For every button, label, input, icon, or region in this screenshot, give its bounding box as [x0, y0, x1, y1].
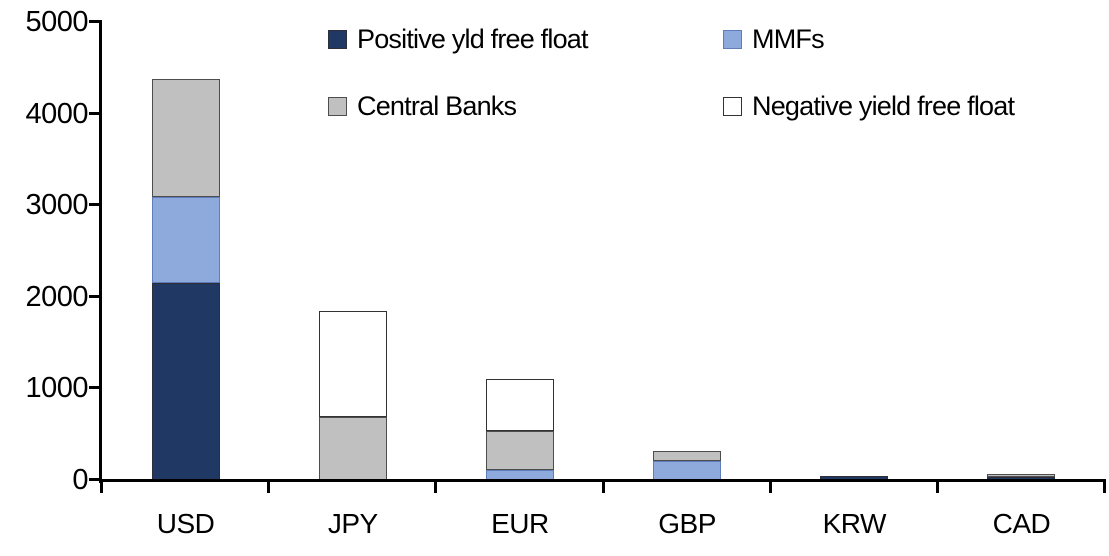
y-axis-tick — [89, 20, 102, 23]
x-axis-tick — [935, 479, 939, 493]
y-axis-tick — [89, 478, 102, 481]
bar-segment — [653, 450, 722, 461]
y-axis-tick — [89, 203, 102, 207]
bar-segment — [485, 430, 554, 470]
bar-segment — [318, 311, 387, 417]
y-axis-tick — [89, 294, 102, 298]
legend-label: Negative yield free float — [752, 91, 1015, 121]
x-axis-tick — [100, 479, 103, 493]
y-axis-tick — [89, 111, 102, 115]
legend-label: Central Banks — [357, 91, 517, 121]
legend-swatch-icon — [328, 96, 347, 116]
bar-segment — [151, 283, 220, 480]
y-axis-tick-label: 2000 — [25, 280, 88, 313]
x-axis-tick — [1103, 479, 1106, 493]
legend-swatch-icon — [723, 29, 742, 49]
x-axis-category-label: CAD — [992, 508, 1051, 539]
bar-segment — [653, 460, 722, 480]
y-axis-line — [99, 22, 102, 483]
x-axis-tick — [601, 479, 605, 493]
x-axis-tick — [768, 479, 772, 493]
y-axis-tick-label: 1000 — [25, 372, 88, 405]
x-axis-category-label: EUR — [491, 508, 549, 539]
x-axis-category-label: USD — [156, 508, 215, 539]
y-axis-tick-label: 3000 — [25, 189, 88, 222]
y-axis-tick-label: 4000 — [25, 97, 88, 130]
legend-label: Positive yld free float — [357, 24, 589, 54]
x-axis-tick — [267, 479, 271, 493]
bar-segment — [318, 416, 387, 480]
y-axis-tick-label: 0 — [72, 464, 88, 496]
x-axis-category-label: GBP — [658, 508, 716, 539]
bar-segment — [987, 474, 1056, 477]
x-axis-category-label: KRW — [822, 508, 887, 539]
legend-entry: MMFs — [723, 24, 825, 54]
legend-entry: Negative yield free float — [723, 91, 1015, 121]
legend-entry: Positive yld free float — [328, 24, 589, 54]
bar-segment — [151, 196, 220, 284]
legend-entry: Central Banks — [328, 91, 517, 121]
bar-segment — [485, 379, 554, 431]
y-axis-tick — [89, 386, 102, 390]
bar-segment — [151, 78, 220, 197]
y-axis-tick-label: 5000 — [25, 6, 88, 38]
x-axis-category-label: JPY — [327, 508, 378, 539]
legend-label: MMFs — [752, 24, 825, 54]
x-axis-tick — [434, 479, 438, 493]
legend-swatch-icon — [328, 29, 347, 49]
legend-swatch-icon — [723, 96, 742, 116]
